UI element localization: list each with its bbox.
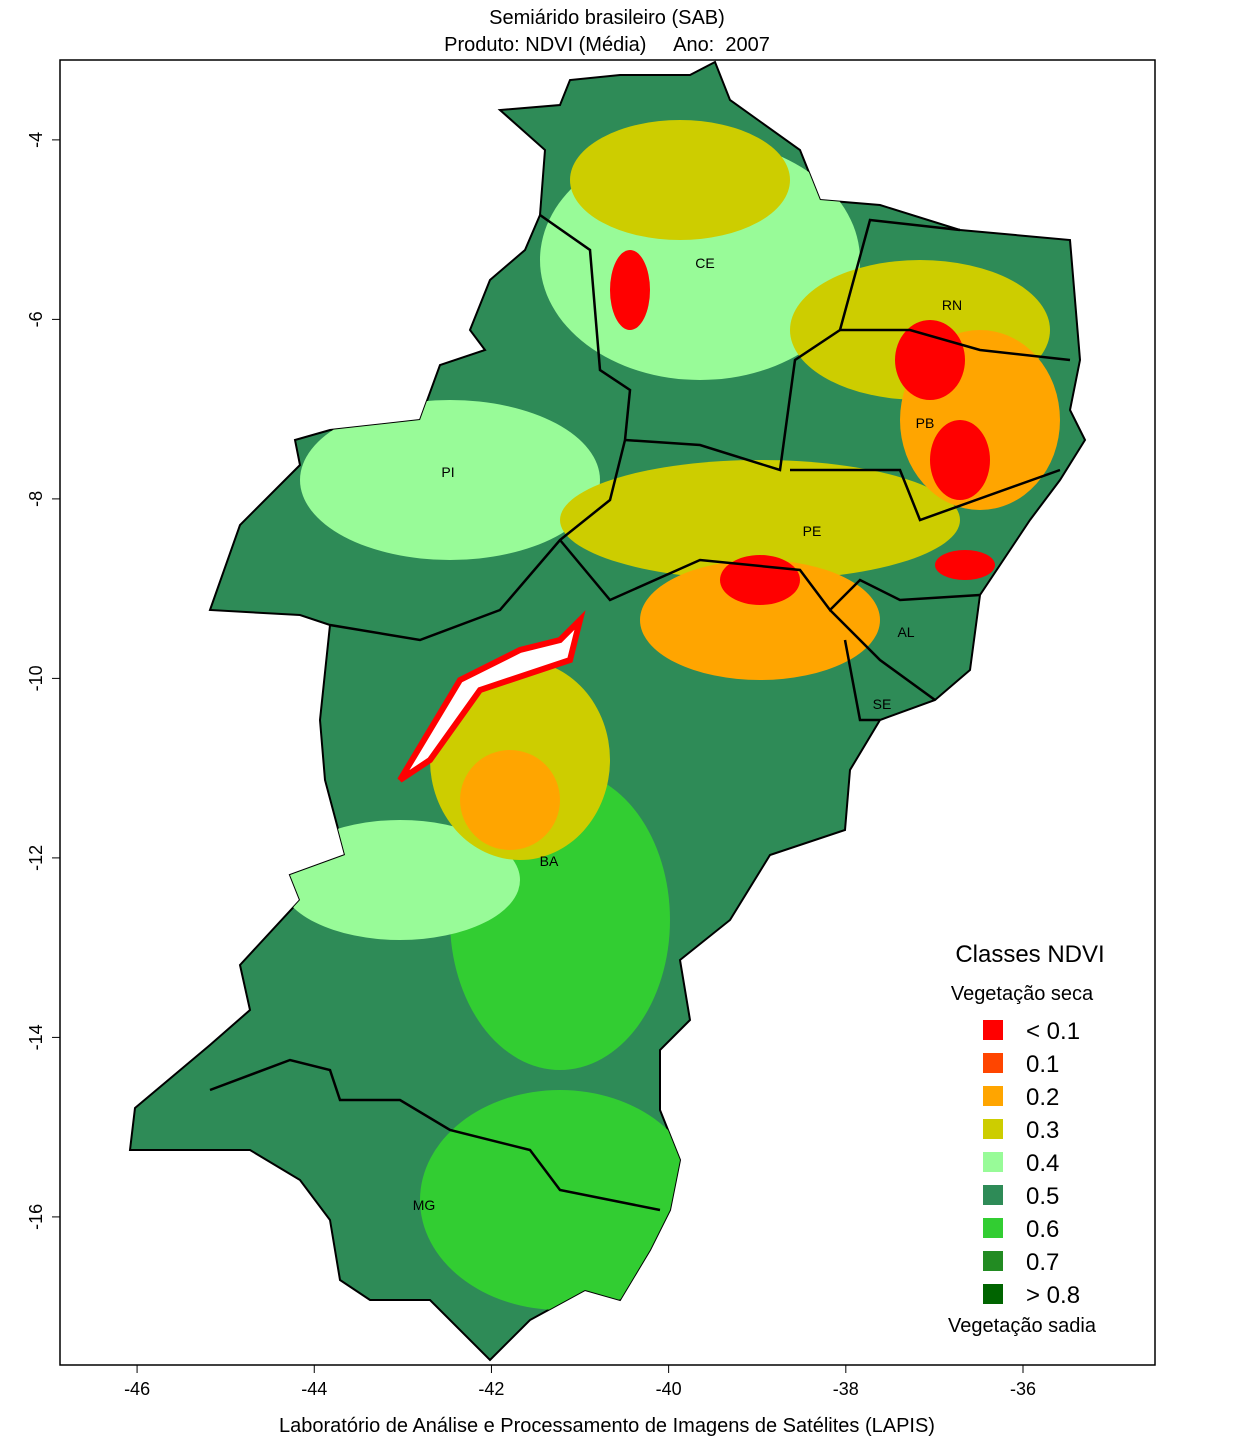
legend-bottom-label: Vegetação sadia [948,1315,1097,1337]
legend-title: Classes NDVI [955,941,1104,968]
state-label: RN [942,297,962,313]
border [843,639,880,722]
border [329,439,627,642]
raster-patch [640,560,880,680]
x-tick-label: -38 [833,1379,859,1399]
map [128,60,1087,1362]
title: Semiárido brasileiro (SAB) [489,7,725,29]
legend-swatch [983,1251,1003,1271]
legend-label: 0.1 [1026,1051,1059,1078]
plot-frame [59,59,1156,1366]
x-tick-label: -40 [656,1379,682,1399]
state-label: AL [897,624,914,640]
legend-swatch [983,1284,1003,1304]
raster-patch [300,400,600,560]
state-borders [209,213,1071,1212]
axes: -46 -44 -42 -40 -38 -36 -4 -6 -8 -10 -12 -14 -16 [26,132,1036,1399]
state-labels: CE RN PB PI PE AL SE BA MG [413,255,962,1213]
legend-label: 0.2 [1026,1084,1059,1111]
caption: Laboratório de Análise e Processamento d… [279,1415,935,1437]
legend-swatch [983,1020,1003,1040]
state-label: PI [441,464,454,480]
border [539,213,632,441]
legend-label: 0.6 [1026,1216,1059,1243]
y-tick-label: -12 [26,845,46,871]
raster-patch [460,750,560,850]
y-tick-label: -10 [26,665,46,691]
state-label: MG [413,1197,436,1213]
legend-label: 0.7 [1026,1249,1059,1276]
raster-patch [397,610,586,783]
border [840,328,1071,362]
y-tick-label: -6 [26,311,46,327]
x-tick-label: -46 [124,1379,150,1399]
raster-patch [895,320,965,400]
subtitle: Produto: NDVI (Média) Ano: 2007 [444,34,770,56]
raster-patch [610,250,650,330]
legend-swatch [983,1086,1003,1106]
y-tick-label: -4 [26,132,46,148]
y-tick-label: -16 [26,1204,46,1230]
legend-swatch [983,1152,1003,1172]
border [624,218,961,472]
legend-swatch [983,1218,1003,1238]
legend-swatch [983,1053,1003,1073]
state-label: BA [540,853,559,869]
border [829,609,936,702]
raster-patch [560,460,960,580]
legend-top-label: Vegetação seca [951,983,1094,1005]
y-tick-label: -8 [26,491,46,507]
raster-patch [930,420,990,500]
raster-patch [420,1090,700,1310]
legend-swatch [983,1185,1003,1205]
state-label: PB [916,415,935,431]
legend: Classes NDVI Vegetação seca < 0.1 0.1 0.2 0.3… [948,941,1105,1337]
border [209,1058,661,1212]
border [790,468,1061,522]
legend-label: 0.5 [1026,1183,1059,1210]
state-label: SE [873,696,892,712]
legend-swatch [983,1119,1003,1139]
legend-label: > 0.8 [1026,1282,1080,1309]
raster-patch [935,550,995,580]
ndvi-raster [280,120,1060,1310]
legend-label: 0.3 [1026,1117,1059,1144]
raster-patch [570,120,790,240]
state-label: PE [803,523,822,539]
x-tick-label: -44 [301,1379,327,1399]
border [559,539,981,612]
x-tick-label: -36 [1010,1379,1036,1399]
state-label: CE [695,255,714,271]
legend-label: 0.4 [1026,1150,1059,1177]
y-tick-label: -14 [26,1024,46,1050]
x-tick-label: -42 [478,1379,504,1399]
legend-label: < 0.1 [1026,1018,1080,1045]
